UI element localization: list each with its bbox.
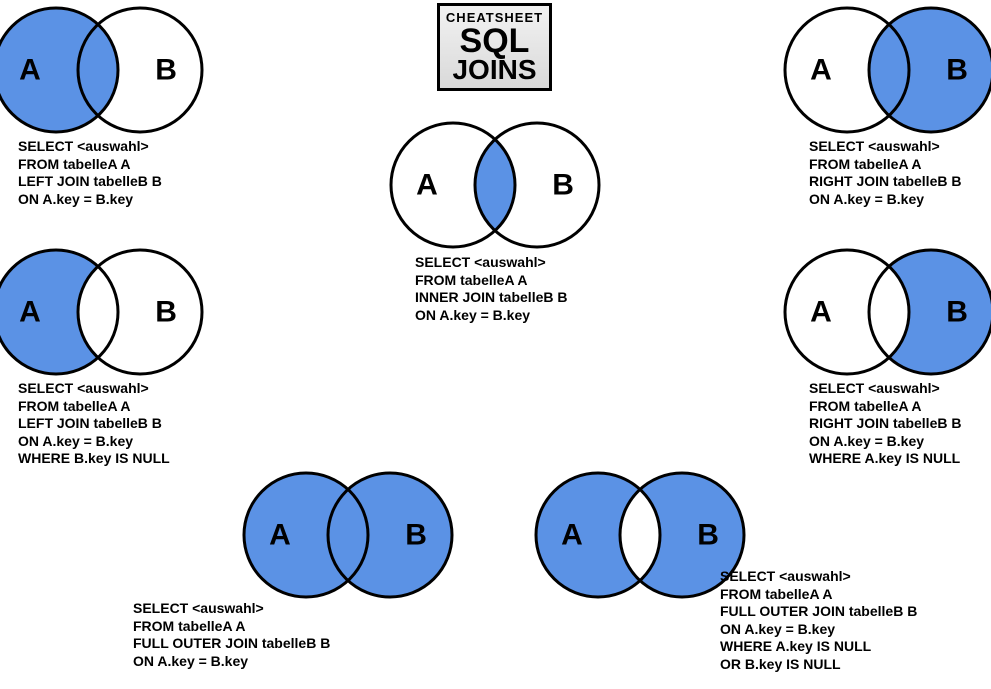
venn-full-outer-label-b: B [405,519,427,552]
sql-right-join: SELECT <auswahl> FROM tabelleA A RIGHT J… [809,138,961,208]
venn-inner-join-label-b: B [552,169,574,202]
sql-inner-join: SELECT <auswahl> FROM tabelleA A INNER J… [415,254,567,324]
logo-line2: SQL [460,25,530,57]
logo-line3: JOINS [452,57,536,84]
venn-full-outer-excl-label-a: A [561,519,583,552]
venn-full-outer-excl-label-b: B [697,519,719,552]
venn-left-join-label-a: A [19,54,41,87]
venn-right-excl-label-a: A [810,296,832,329]
venn-right-excl: AB [782,247,991,377]
sql-right-excl: SELECT <auswahl> FROM tabelleA A RIGHT J… [809,380,961,468]
venn-full-outer: AB [241,470,455,600]
venn-right-join-label-a: A [810,54,832,87]
sql-left-excl: SELECT <auswahl> FROM tabelleA A LEFT JO… [18,380,170,468]
sql-full-outer-excl: SELECT <auswahl> FROM tabelleA A FULL OU… [720,568,917,673]
venn-inner-join-label-a: A [416,169,438,202]
logo: CHEATSHEETSQLJOINS [437,3,552,91]
sql-full-outer: SELECT <auswahl> FROM tabelleA A FULL OU… [133,600,330,670]
venn-full-outer-excl: AB [533,470,747,600]
venn-right-join: AB [782,5,991,135]
sql-left-join: SELECT <auswahl> FROM tabelleA A LEFT JO… [18,138,162,208]
venn-right-excl-label-b: B [946,296,968,329]
venn-left-excl-label-b: B [155,296,177,329]
venn-full-outer-label-a: A [269,519,291,552]
venn-left-excl: AB [0,247,205,377]
venn-left-excl-label-a: A [19,296,41,329]
venn-left-join-label-b: B [155,54,177,87]
venn-left-join: AB [0,5,205,135]
venn-right-join-label-b: B [946,54,968,87]
sql-joins-cheatsheet: CHEATSHEETSQLJOINSABSELECT <auswahl> FRO… [0,0,991,689]
venn-inner-join: AB [388,120,602,250]
